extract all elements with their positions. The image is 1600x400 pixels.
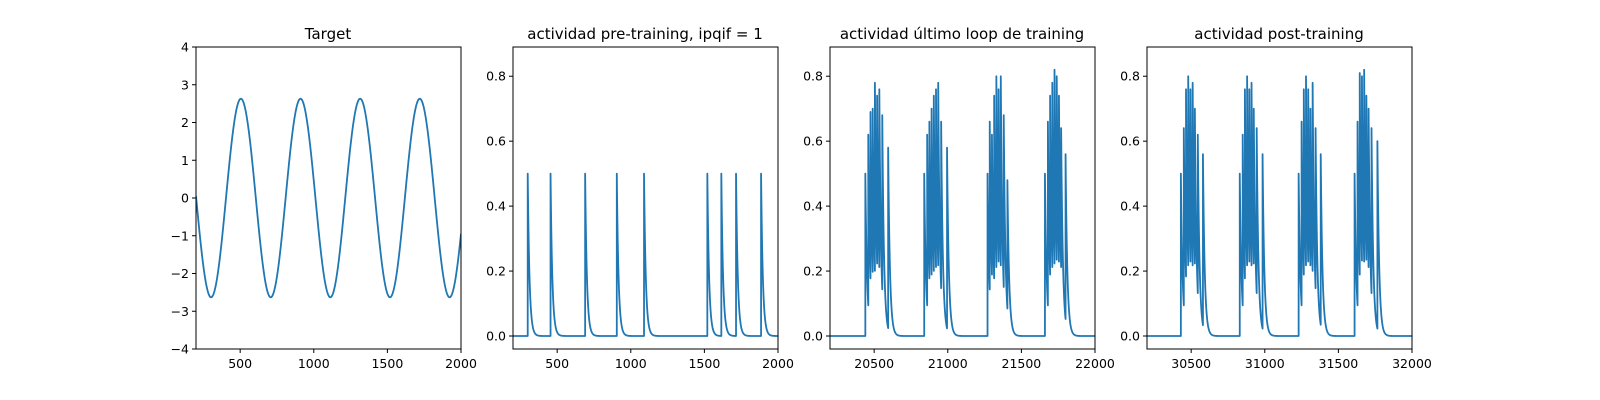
y-tick-label: 0.2: [1120, 264, 1140, 279]
x-tick-label: 32000: [1392, 356, 1432, 371]
x-tick-label: 1500: [371, 356, 403, 371]
y-tick-label: 0.8: [803, 69, 823, 84]
y-tick-label: 3: [181, 77, 189, 92]
y-tick-label: 0.4: [1120, 199, 1140, 214]
panel-2-axes-frame: [512, 46, 779, 350]
panel-2-series-line: [513, 172, 778, 337]
x-tick-label: 20500: [854, 356, 894, 371]
x-tick-label: 30500: [1171, 356, 1211, 371]
x-tick-label: 22000: [1075, 356, 1115, 371]
panel-3-axes-frame: [829, 46, 1096, 350]
y-tick-label: −4: [171, 342, 189, 357]
y-tick-label: 0.4: [803, 199, 823, 214]
y-tick-label: 1: [181, 153, 189, 168]
x-tick-label: 2000: [762, 356, 794, 371]
panel-3-series-line: [830, 68, 1095, 337]
y-tick-label: 0.2: [486, 264, 506, 279]
y-tick-label: 0.8: [486, 69, 506, 84]
x-tick-label: 31000: [1245, 356, 1285, 371]
panel-1: 500 1000 1500 2000 −4 −3 −2 −1 0 1 2 3 4: [171, 40, 477, 372]
y-tick-label: 4: [181, 40, 189, 55]
panel-4-series-line: [1147, 68, 1412, 337]
panel-2-title: actividad pre-training, ipqif = 1: [527, 25, 763, 43]
x-tick-label: 1000: [298, 356, 330, 371]
y-tick-label: −3: [171, 304, 189, 319]
panel-1-series-line: [196, 97, 461, 299]
x-tick-label: 1000: [615, 356, 647, 371]
y-tick-label: 0.0: [486, 329, 506, 344]
y-tick-label: −2: [171, 266, 189, 281]
panel-4-title: actividad post-training: [1194, 25, 1363, 43]
y-tick-label: 0.4: [486, 199, 506, 214]
y-tick-label: −1: [171, 228, 189, 243]
y-tick-label: 2: [181, 115, 189, 130]
y-tick-label: 0.0: [803, 329, 823, 344]
panel-4-axes-frame: [1146, 46, 1413, 350]
y-tick-label: 0.6: [1120, 134, 1140, 149]
panel-2: 500 1000 1500 2000 0.0 0.2 0.4 0.6 0.8: [486, 46, 794, 371]
y-tick-label: 0: [181, 191, 189, 206]
x-tick-label: 500: [545, 356, 569, 371]
x-tick-label: 31500: [1319, 356, 1359, 371]
y-tick-label: 0.6: [486, 134, 506, 149]
y-tick-label: 0.8: [1120, 69, 1140, 84]
y-tick-label: 0.2: [803, 264, 823, 279]
x-tick-label: 21500: [1002, 356, 1042, 371]
panel-3-title: actividad último loop de training: [840, 25, 1084, 43]
panel-4: 30500 31000 31500 32000 0.0 0.2 0.4 0.6 0.8: [1120, 46, 1432, 371]
panel-1-title: Target: [304, 25, 352, 43]
x-tick-label: 2000: [445, 356, 477, 371]
x-tick-label: 500: [228, 356, 252, 371]
x-tick-label: 1500: [688, 356, 720, 371]
x-tick-label: 21000: [928, 356, 968, 371]
y-tick-label: 0.6: [803, 134, 823, 149]
panel-3: 20500 21000 21500 22000 0.0 0.2 0.4 0.6 0.8: [803, 46, 1115, 371]
y-tick-label: 0.0: [1120, 329, 1140, 344]
